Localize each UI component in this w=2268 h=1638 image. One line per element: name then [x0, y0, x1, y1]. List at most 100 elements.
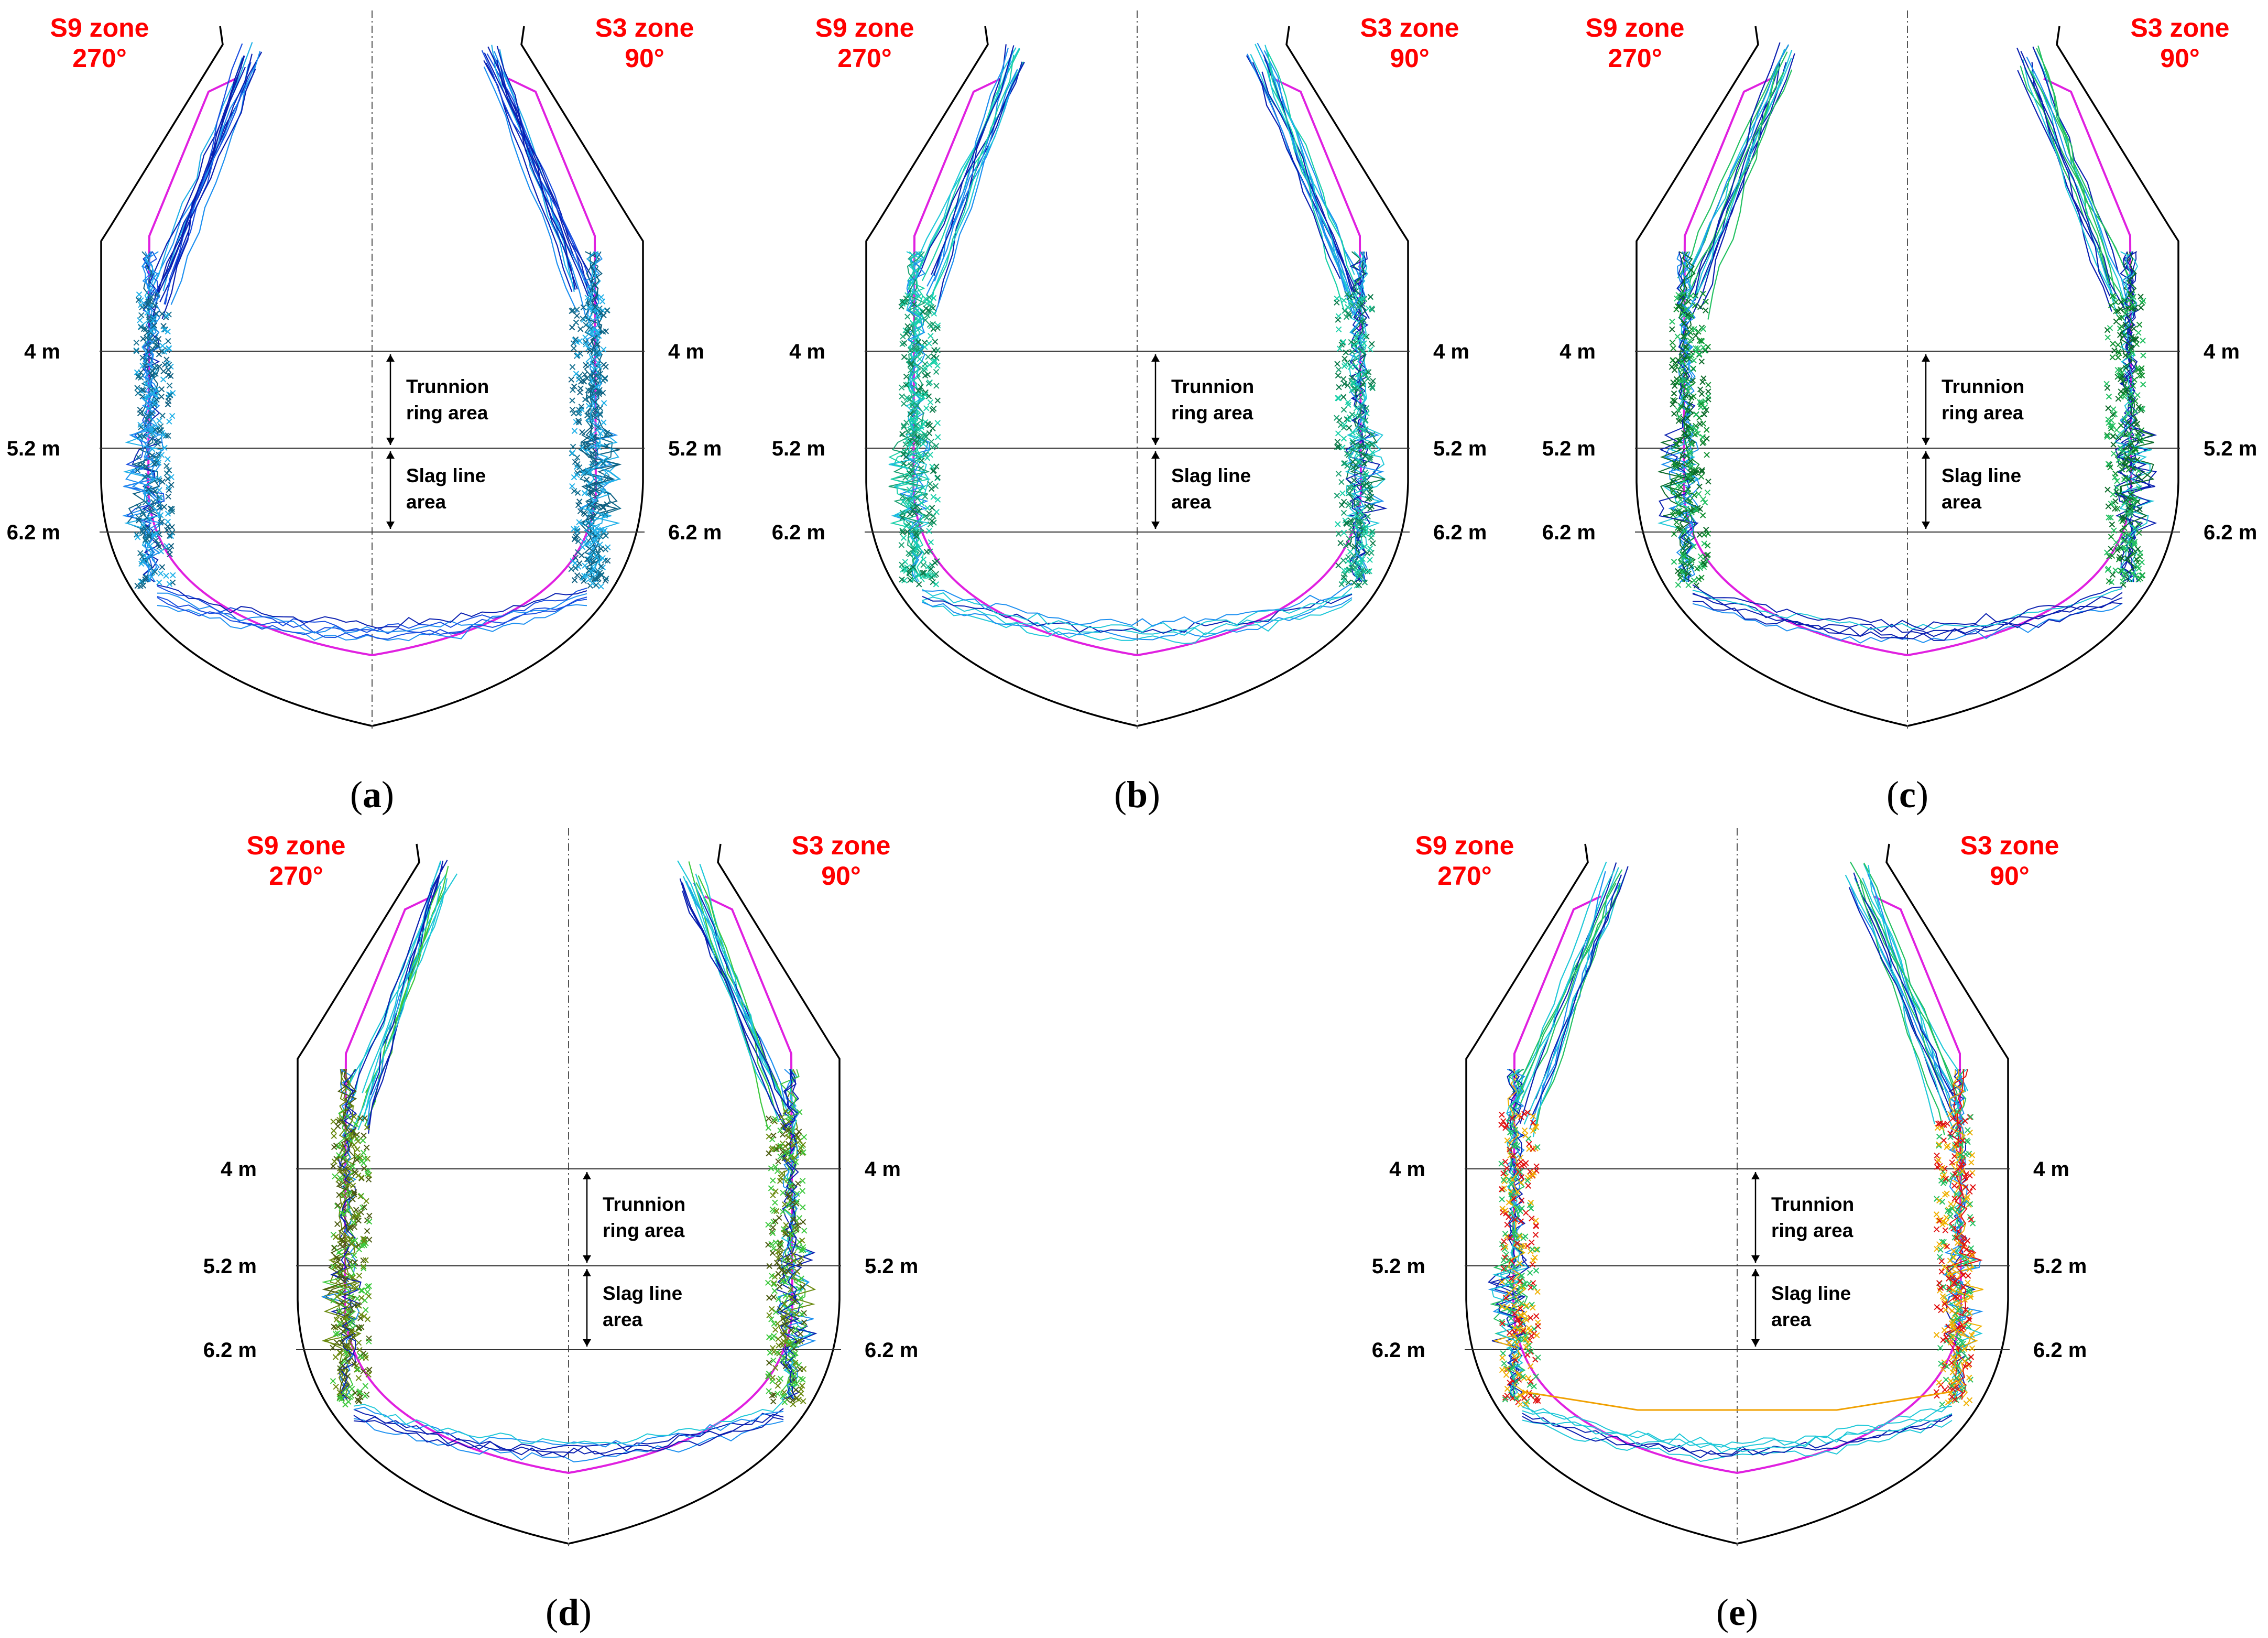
- scan-point-marker: [166, 533, 173, 539]
- scan-point-marker: [583, 362, 589, 368]
- scan-point-marker: [2118, 323, 2125, 330]
- scan-point-marker: [907, 347, 914, 353]
- scan-point-marker: [585, 483, 592, 490]
- scan-point-marker: [588, 520, 595, 527]
- scan-point-marker: [1948, 1223, 1955, 1230]
- scan-point-marker: [138, 302, 144, 308]
- scan-point-marker: [1954, 1207, 1961, 1213]
- scan-point-marker: [1361, 579, 1368, 585]
- scan-point-marker: [2121, 297, 2128, 303]
- scan-point-marker: [361, 1313, 367, 1320]
- scan-point-marker: [1949, 1115, 1956, 1122]
- scan-point-marker: [1944, 1363, 1950, 1370]
- bottom-scan-trace: [922, 582, 1353, 627]
- scan-point-marker: [137, 550, 144, 556]
- arrow-head-icon: [583, 1172, 591, 1179]
- scan-strand-left: [165, 43, 243, 305]
- scan-strand-right: [2020, 51, 2111, 297]
- scan-point-marker: [571, 488, 577, 494]
- scan-strand-left: [367, 861, 442, 1129]
- scan-point-marker: [786, 1118, 792, 1125]
- scan-point-marker: [603, 475, 610, 481]
- scan-point-marker: [363, 1198, 369, 1205]
- scan-point-marker: [780, 1314, 787, 1320]
- scan-point-marker: [1506, 1257, 1512, 1263]
- scan-point-marker: [1344, 450, 1350, 457]
- scan-point-marker: [1688, 441, 1695, 448]
- scan-strand-right: [1853, 877, 1969, 1091]
- scan-point-marker: [900, 566, 906, 573]
- scan-point-marker: [1338, 581, 1345, 588]
- scan-point-marker: [2134, 365, 2141, 372]
- scan-point-marker: [1695, 576, 1702, 582]
- bottom-scan-trace: [157, 585, 587, 632]
- zone-angle-270: 270°: [837, 44, 891, 73]
- scan-point-marker: [1940, 1137, 1947, 1144]
- scan-point-marker: [1675, 582, 1682, 588]
- scan-point-marker: [336, 1307, 343, 1314]
- scan-point-marker: [1520, 1328, 1526, 1335]
- scan-point-marker: [1940, 1168, 1946, 1175]
- scan-point-marker: [1355, 500, 1361, 507]
- scan-point-marker: [1687, 497, 1693, 504]
- scan-point-marker: [2119, 373, 2125, 379]
- zone-angle-270: 270°: [269, 861, 323, 891]
- scan-point-marker: [913, 422, 919, 429]
- scan-point-marker: [1346, 490, 1352, 496]
- scan-point-marker: [1364, 333, 1370, 340]
- scan-point-marker: [148, 387, 155, 394]
- scan-point-marker: [1360, 317, 1367, 323]
- scan-point-marker: [595, 550, 602, 557]
- scan-point-marker: [1673, 519, 1680, 526]
- scan-point-marker: [899, 299, 906, 305]
- scan-point-marker: [351, 1142, 357, 1148]
- scan-point-marker: [581, 490, 588, 496]
- scan-point-marker: [1353, 354, 1359, 361]
- scan-point-marker: [159, 479, 166, 485]
- scan-point-marker: [906, 520, 912, 527]
- scan-point-marker: [1692, 431, 1698, 438]
- scan-point-marker: [142, 499, 149, 505]
- scan-point-marker: [144, 536, 150, 543]
- scan-strand-left: [1689, 69, 1793, 280]
- scan-point-marker: [2110, 450, 2117, 457]
- scan-point-marker: [1359, 300, 1366, 307]
- scan-point-marker: [793, 1200, 800, 1207]
- scan-point-marker: [359, 1287, 365, 1294]
- scan-point-marker: [1349, 459, 1356, 465]
- scan-point-marker: [136, 517, 142, 524]
- scan-point-marker: [1677, 403, 1684, 409]
- scan-point-marker: [793, 1311, 800, 1318]
- scan-point-marker: [1687, 407, 1693, 414]
- scan-point-marker: [918, 384, 924, 390]
- scan-point-marker: [1683, 393, 1689, 399]
- scan-point-marker: [914, 403, 920, 409]
- scan-point-marker: [788, 1327, 794, 1333]
- scan-point-marker: [1951, 1144, 1958, 1151]
- scan-point-marker: [156, 418, 162, 424]
- scan-point-marker: [147, 335, 154, 342]
- scan-point-marker: [770, 1294, 777, 1300]
- scan-point-marker: [1338, 479, 1345, 485]
- scan-point-marker: [799, 1237, 805, 1244]
- scan-strand-right: [496, 46, 578, 290]
- scan-point-marker: [931, 353, 937, 360]
- scan-point-marker: [1533, 1163, 1540, 1169]
- scan-point-marker: [1677, 438, 1683, 444]
- scan-point-marker: [568, 376, 574, 383]
- scan-point-marker: [149, 346, 156, 352]
- scan-point-marker: [348, 1241, 355, 1248]
- scan-point-marker: [1509, 1366, 1515, 1373]
- scan-point-marker: [1367, 545, 1373, 551]
- scan-strand-right: [1868, 865, 1935, 1124]
- scan-point-marker: [2115, 354, 2121, 361]
- scan-point-marker: [923, 549, 930, 555]
- scan-point-marker: [1533, 1313, 1540, 1319]
- scan-point-marker: [1500, 1177, 1507, 1183]
- scan-point-marker: [353, 1121, 359, 1127]
- scan-point-marker: [1340, 460, 1347, 467]
- scan-point-marker: [1678, 558, 1685, 565]
- scan-point-marker: [337, 1289, 344, 1296]
- scan-point-marker: [2110, 422, 2116, 429]
